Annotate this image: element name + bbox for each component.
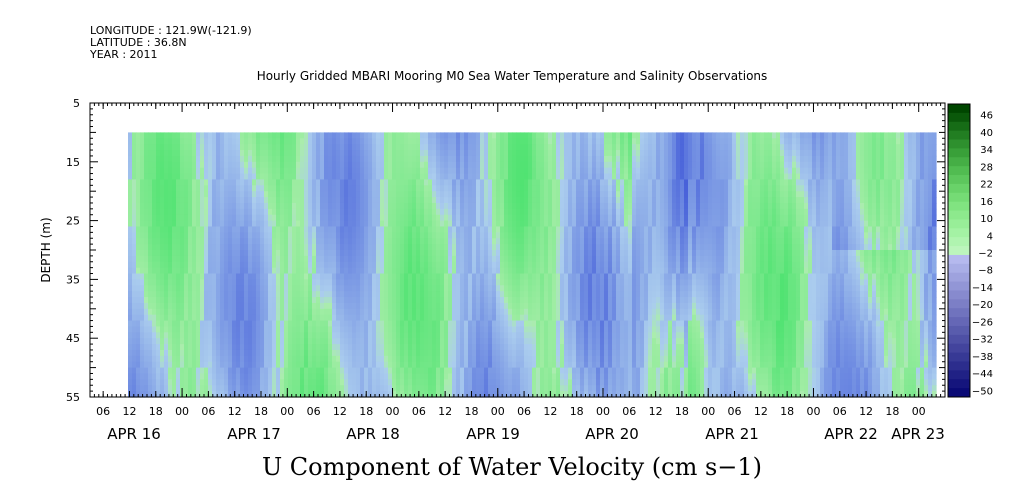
y-tick-label: 15 xyxy=(66,156,80,169)
colorbar-label: 22 xyxy=(980,180,993,191)
x-tick-label: 12 xyxy=(754,405,768,418)
x-day-label: APR 21 xyxy=(705,425,759,443)
colorbar-label: −2 xyxy=(978,249,993,260)
x-tick-label: 00 xyxy=(596,405,610,418)
colorbar-label: −38 xyxy=(972,352,993,363)
x-tick-label: 06 xyxy=(517,405,531,418)
x-day-label: APR 22 xyxy=(824,425,878,443)
x-tick-label: 18 xyxy=(675,405,689,418)
x-tick-label: 18 xyxy=(464,405,478,418)
x-tick-label: 12 xyxy=(859,405,873,418)
x-tick-label: 12 xyxy=(333,405,347,418)
x-tick-label: 00 xyxy=(280,405,294,418)
x-tick-label: 06 xyxy=(201,405,215,418)
x-day-label: APR 19 xyxy=(466,425,520,443)
x-tick-label: 00 xyxy=(806,405,820,418)
chart-title: Hourly Gridded MBARI Mooring M0 Sea Wate… xyxy=(256,69,768,83)
x-tick-label: 18 xyxy=(780,405,794,418)
y-axis-label: DEPTH (m) xyxy=(39,217,53,282)
colorbar-label: 10 xyxy=(980,214,993,225)
x-tick-label: 18 xyxy=(254,405,268,418)
heatmap-cells xyxy=(128,132,937,398)
colorbar-label: −26 xyxy=(972,317,993,328)
y-tick-label: 55 xyxy=(66,391,80,404)
colorbar-frame xyxy=(947,103,971,398)
x-tick-label: 12 xyxy=(438,405,452,418)
colorbar-label: −20 xyxy=(972,300,993,311)
x-tick-label: 12 xyxy=(228,405,242,418)
y-tick-label: 5 xyxy=(73,97,80,110)
x-tick-label: 18 xyxy=(359,405,373,418)
longitude-label: LONGITUDE : 121.9W(-121.9) xyxy=(90,24,252,37)
colorbar-label: 28 xyxy=(980,162,993,173)
year-label: YEAR : 2011 xyxy=(90,48,158,61)
x-tick-label: 06 xyxy=(728,405,742,418)
colorbar-label: 16 xyxy=(980,197,993,208)
colorbar-label: −50 xyxy=(972,386,993,397)
colorbar-label: 4 xyxy=(987,231,993,242)
y-tick-label: 35 xyxy=(66,273,80,286)
x-tick-label: 06 xyxy=(96,405,110,418)
x-tick-label: 06 xyxy=(622,405,636,418)
colorbar-label: −8 xyxy=(978,266,993,277)
x-day-label: APR 23 xyxy=(891,425,945,443)
colorbar-label: −14 xyxy=(972,283,993,294)
colorbar-label: −32 xyxy=(972,335,993,346)
x-tick-label: 00 xyxy=(701,405,715,418)
x-tick-label: 00 xyxy=(912,405,926,418)
variable-title: U Component of Water Velocity (cm s−1) xyxy=(261,453,763,481)
x-tick-label: 00 xyxy=(386,405,400,418)
colorbar-label: 34 xyxy=(980,145,993,156)
colorbar-label: −44 xyxy=(972,369,993,380)
x-tick-label: 18 xyxy=(149,405,163,418)
y-tick-label: 45 xyxy=(66,332,80,345)
latitude-label: LATITUDE : 36.8N xyxy=(90,36,187,49)
x-tick-label: 00 xyxy=(175,405,189,418)
x-tick-label: 00 xyxy=(491,405,505,418)
x-tick-label: 12 xyxy=(543,405,557,418)
y-tick-label: 25 xyxy=(66,215,80,228)
colorbar-label: 40 xyxy=(980,128,993,139)
x-day-label: APR 18 xyxy=(346,425,400,443)
x-tick-label: 12 xyxy=(649,405,663,418)
x-tick-label: 18 xyxy=(570,405,584,418)
x-tick-label: 06 xyxy=(307,405,321,418)
x-day-label: APR 16 xyxy=(107,425,161,443)
colorbar xyxy=(948,104,970,398)
x-tick-label: 12 xyxy=(122,405,136,418)
x-tick-label: 06 xyxy=(833,405,847,418)
x-tick-label: 06 xyxy=(412,405,426,418)
x-day-label: APR 20 xyxy=(585,425,639,443)
colorbar-label: 46 xyxy=(980,111,993,122)
x-tick-label: 18 xyxy=(885,405,899,418)
x-day-label: APR 17 xyxy=(227,425,281,443)
